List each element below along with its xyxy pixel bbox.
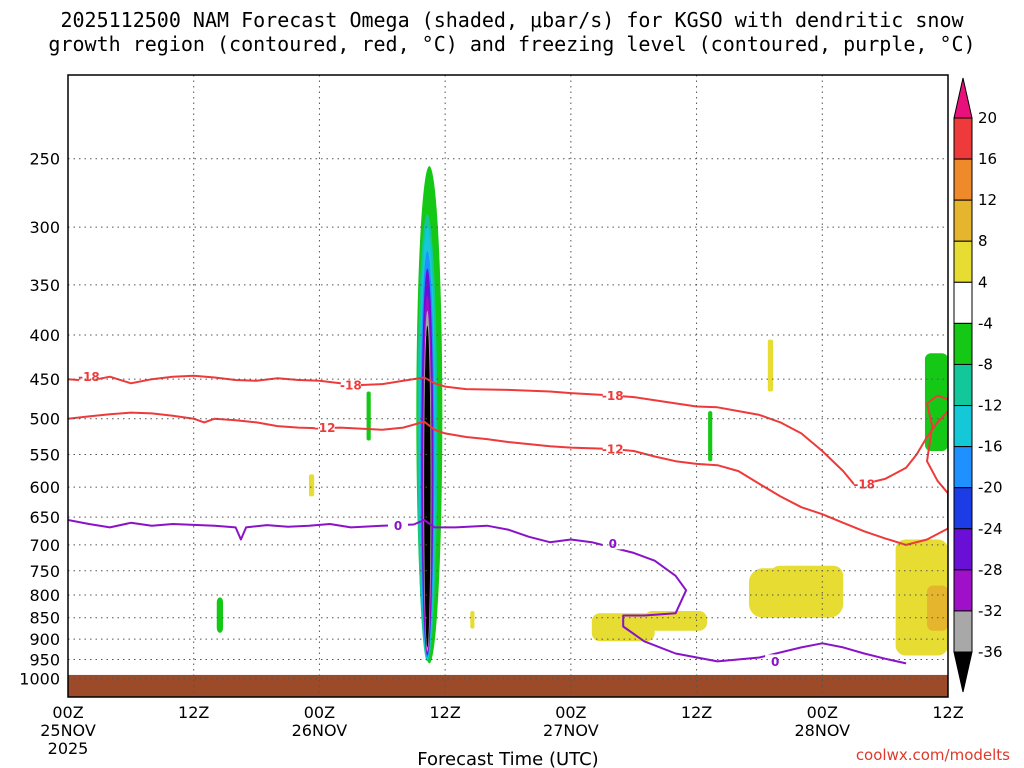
colorbar-label-9: -20 [978, 479, 1003, 497]
contour-label-5: -12 [602, 442, 624, 456]
colorbar-cell-3 [953, 240, 973, 283]
x-tick-label-0: 00Z [52, 703, 83, 722]
contour-label-bg-2 [602, 388, 623, 402]
contour-label-8: 0 [771, 655, 779, 669]
colorbar-label-12: -32 [978, 602, 1003, 620]
colorbar-label-4: 4 [978, 273, 988, 291]
contour-label-bg-8 [765, 654, 786, 668]
contour-label-bg-1 [340, 377, 361, 391]
colorbar-label-7: -12 [978, 397, 1003, 415]
colorbar-top-arrow [953, 77, 973, 119]
y-tick-label-900: 900 [29, 630, 60, 649]
colorbar-cell-12 [953, 610, 973, 653]
colorbar-cell-8 [953, 446, 973, 489]
contour-label-3: -18 [853, 477, 875, 491]
contour-label-bg-5 [602, 441, 623, 455]
chart-title-line1: 2025112500 NAM Forecast Omega (shaded, μ… [60, 8, 964, 32]
colorbar-cell-6 [953, 363, 973, 407]
contour-label-0: -18 [78, 370, 100, 384]
contour-label-bg-3 [854, 476, 875, 490]
colorbar-label-11: -28 [978, 561, 1003, 579]
y-tick-label-600: 600 [29, 478, 60, 497]
colorbar-label-13: -36 [978, 643, 1003, 661]
colorbar-cell-1 [953, 158, 973, 201]
contour-label-bg-6 [388, 518, 408, 532]
x-tick-label-72: 00Z [807, 703, 838, 722]
x-tick-date-48: 27NOV [543, 721, 599, 740]
source-credit: coolwx.com/modelts [855, 746, 1010, 764]
y-tick-label-500: 500 [29, 410, 60, 429]
y-tick-label-750: 750 [29, 562, 60, 581]
colorbar-cell-7 [953, 405, 973, 448]
contour-label-7: 0 [609, 537, 617, 551]
x-tick-label-48: 00Z [555, 703, 586, 722]
y-tick-label-650: 650 [29, 508, 60, 527]
x-tick-label-84: 12Z [932, 703, 963, 722]
colorbar-cell-10 [953, 528, 973, 571]
colorbar-label-10: -24 [978, 520, 1003, 538]
y-tick-label-300: 300 [29, 218, 60, 237]
omega-core-layer-7 [424, 325, 431, 648]
omega-small-yellow-c [767, 339, 774, 392]
contour-label-2: -18 [602, 389, 624, 403]
y-tick-label-950: 950 [29, 650, 60, 669]
y-tick-label-700: 700 [29, 536, 60, 555]
x-tick-label-24: 00Z [304, 703, 335, 722]
y-tick-label-1000: 1000 [19, 670, 60, 689]
colorbar-bottom-arrow [953, 651, 973, 693]
y-tick-label-350: 350 [29, 276, 60, 295]
colorbar-cell-4 [953, 281, 973, 324]
contour--12 [68, 394, 948, 546]
colorbar-label-5: -4 [978, 314, 993, 332]
colorbar-cell-2 [953, 199, 973, 242]
colorbar-label-8: -16 [978, 438, 1003, 456]
omega-ascent-green-strip [708, 411, 713, 462]
contour-label-bg-0 [78, 369, 99, 383]
y-tick-label-800: 800 [29, 586, 60, 605]
colorbar-label-2: 12 [978, 191, 997, 209]
contour-label-4: -12 [314, 421, 336, 435]
omega-subsidence-28nov-core [927, 585, 948, 631]
omega-ascent-25nov [216, 597, 224, 633]
colorbar-cell-9 [953, 487, 973, 530]
contour-label-bg-7 [602, 536, 623, 550]
colorbar-label-0: 20 [978, 109, 997, 127]
x-axis-label: Forecast Time (UTC) [417, 749, 598, 768]
contour-label-bg-4 [314, 420, 335, 434]
contour-0 [68, 519, 907, 665]
chart-title-line2: growth region (contoured, red, °C) and f… [48, 32, 976, 56]
x-tick-date-24: 26NOV [292, 721, 348, 740]
y-tick-label-550: 550 [29, 445, 60, 464]
y-tick-label-250: 250 [29, 150, 60, 169]
colorbar-label-1: 16 [978, 150, 997, 168]
x-tick-label-12: 12Z [178, 703, 209, 722]
contour--18 [68, 374, 948, 485]
omega-ascent-right-edge [924, 353, 948, 452]
y-tick-label-450: 450 [29, 370, 60, 389]
omega-ascent-small-left [366, 391, 371, 441]
x-tick-year-0: 2025 [48, 739, 89, 758]
colorbar-cell-5 [953, 322, 973, 365]
omega-subsidence-27nov-b [644, 611, 708, 631]
colorbar-cell-0 [953, 117, 973, 160]
x-tick-date-72: 28NOV [794, 721, 850, 740]
colorbar-label-6: -8 [978, 355, 993, 373]
colorbar-cell-11 [953, 569, 973, 612]
y-tick-label-400: 400 [29, 326, 60, 345]
x-tick-date-0: 25NOV [40, 721, 96, 740]
plot-frame [67, 74, 949, 698]
contour-label-6: 0 [394, 519, 402, 533]
omega-small-yellow [308, 474, 315, 497]
terrain-fill [68, 674, 948, 697]
x-tick-label-60: 12Z [681, 703, 712, 722]
omega-subsidence-28nov-b [769, 565, 844, 595]
y-tick-label-850: 850 [29, 609, 60, 628]
x-tick-label-36: 12Z [429, 703, 460, 722]
colorbar-label-3: 8 [978, 232, 988, 250]
contour-label-1: -18 [340, 378, 362, 392]
omega-small-yellow-b [470, 611, 475, 629]
